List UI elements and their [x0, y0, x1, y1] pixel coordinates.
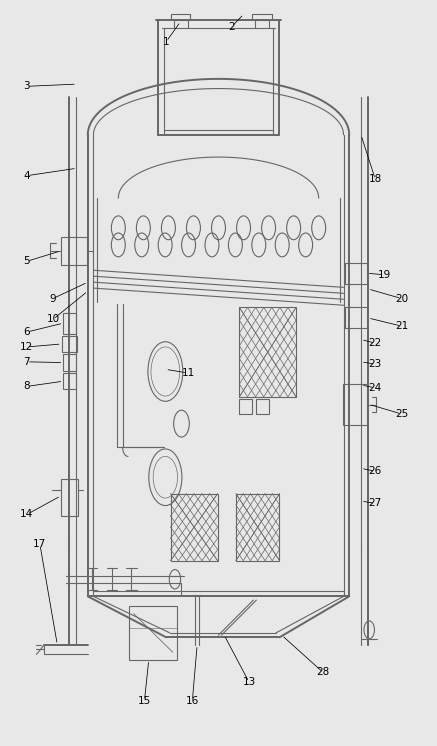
- Text: 16: 16: [186, 695, 199, 706]
- Text: 5: 5: [24, 257, 30, 266]
- Bar: [62, 336, 77, 352]
- Text: 21: 21: [395, 321, 408, 331]
- Text: 10: 10: [46, 314, 59, 325]
- Bar: [343, 384, 368, 425]
- Text: 26: 26: [369, 466, 382, 476]
- Text: 11: 11: [181, 368, 194, 378]
- Text: 2: 2: [228, 22, 235, 32]
- Text: 4: 4: [24, 171, 30, 181]
- Text: 20: 20: [395, 293, 408, 304]
- Text: 19: 19: [378, 270, 391, 280]
- Text: 18: 18: [369, 175, 382, 184]
- Bar: [63, 313, 76, 333]
- Bar: [236, 494, 280, 561]
- Text: 9: 9: [50, 293, 56, 304]
- Text: 22: 22: [369, 338, 382, 348]
- Bar: [239, 307, 296, 397]
- Bar: [61, 479, 78, 516]
- Text: 25: 25: [395, 409, 408, 419]
- Bar: [63, 373, 76, 389]
- Bar: [345, 263, 367, 283]
- Bar: [256, 399, 269, 414]
- Text: 28: 28: [316, 668, 329, 677]
- Text: 12: 12: [20, 342, 34, 352]
- Text: 6: 6: [24, 327, 30, 337]
- Bar: [345, 307, 367, 328]
- Bar: [63, 354, 76, 371]
- Bar: [61, 236, 87, 265]
- Text: 14: 14: [20, 510, 34, 519]
- Bar: [239, 399, 253, 414]
- Text: 23: 23: [369, 359, 382, 369]
- Text: 3: 3: [24, 81, 30, 91]
- Bar: [129, 606, 177, 659]
- Text: 27: 27: [369, 498, 382, 508]
- Text: 17: 17: [33, 539, 46, 549]
- Text: 13: 13: [243, 677, 256, 687]
- Text: 1: 1: [163, 37, 170, 47]
- Bar: [170, 494, 218, 561]
- Text: 24: 24: [369, 383, 382, 393]
- Text: 15: 15: [138, 695, 151, 706]
- Text: 8: 8: [24, 381, 30, 392]
- Text: 7: 7: [24, 357, 30, 367]
